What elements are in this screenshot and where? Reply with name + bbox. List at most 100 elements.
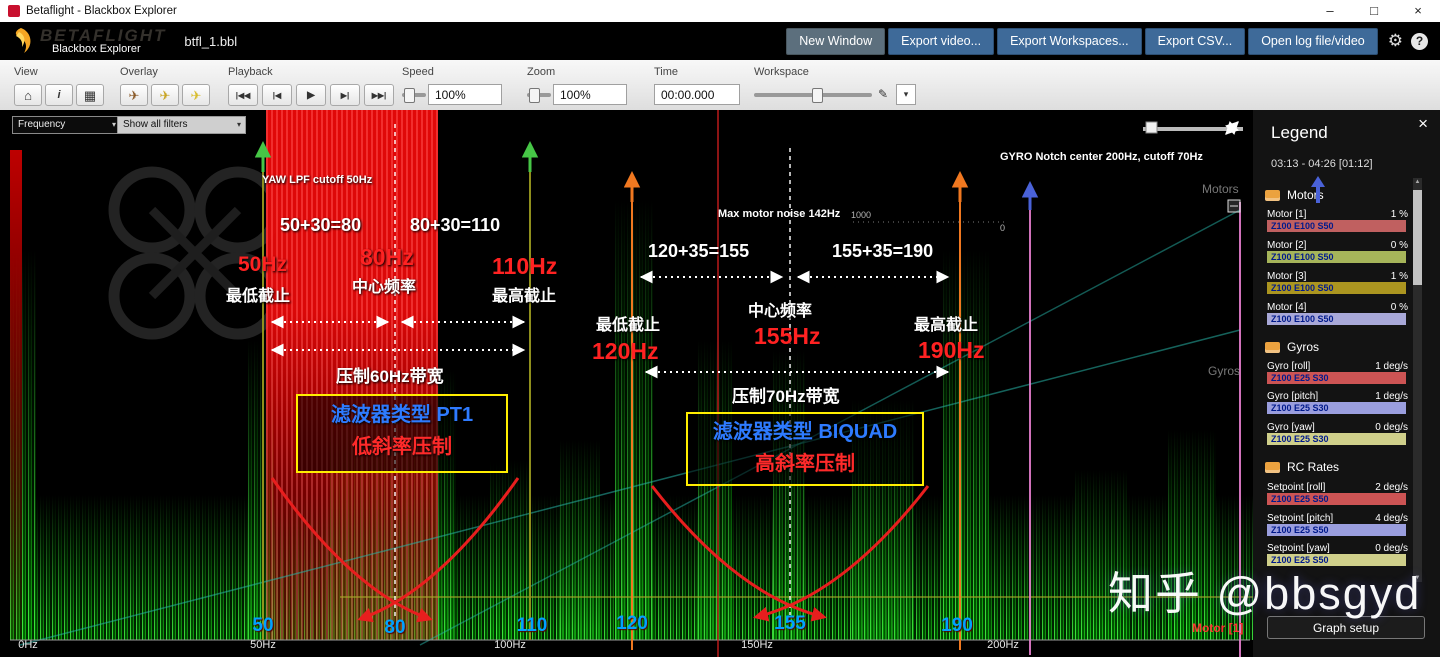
spectrum-spike: [1075, 470, 1127, 640]
legend-item-name[interactable]: Setpoint [roll]: [1267, 482, 1326, 493]
red-noise-edge: [10, 150, 22, 640]
legend-item-bar[interactable]: Z100 E25 S50: [1267, 554, 1406, 566]
chevron-down-icon: ▾: [111, 120, 116, 129]
legend-scrollbar[interactable]: ▲ ▼: [1413, 178, 1422, 582]
workspace-edit-icon[interactable]: ✎: [878, 87, 889, 101]
legend-item-name[interactable]: Gyro [pitch]: [1267, 391, 1319, 402]
annotation-190hz: 190Hz: [918, 337, 985, 363]
group-name: RC Rates: [1287, 460, 1340, 474]
legend-group-motors[interactable]: Motors: [1265, 188, 1324, 202]
time-input[interactable]: [654, 84, 740, 105]
zoom-input[interactable]: [553, 84, 627, 105]
app-header: BETAFLIGHT Blackbox Explorer btfl_1.bbl …: [0, 22, 1440, 60]
export-workspaces-button[interactable]: Export Workspaces...: [997, 27, 1142, 55]
legend-item-bar[interactable]: Z100 E25 S30: [1267, 402, 1406, 414]
export-csv-button[interactable]: Export CSV...: [1144, 27, 1246, 55]
craft-overlay-button-3[interactable]: ✈: [182, 84, 210, 106]
toolbar: View Overlay Playback Speed Zoom Time Wo…: [0, 60, 1440, 111]
spectrum-spike: [698, 340, 732, 640]
legend-item-value: 0 %: [1390, 302, 1408, 313]
craft-overlay-button-2[interactable]: ✈: [151, 84, 179, 106]
minimize-button[interactable]: –: [1326, 3, 1334, 18]
scroll-down-icon[interactable]: ▼: [1414, 575, 1421, 581]
zoom-section-label: Zoom: [527, 66, 556, 78]
series-label-motors: Motors: [1202, 182, 1239, 196]
legend-panel: Legend × 03:13 - 04:26 [01:12] Motors Mo…: [1253, 110, 1440, 657]
annotation-sum-120-35: 120+35=155: [648, 241, 750, 261]
info-icon: i: [57, 89, 61, 101]
step-forward-button[interactable]: ▶|: [330, 84, 360, 106]
trace-label-motor1: Motor [1]: [1192, 621, 1244, 635]
table-view-button[interactable]: ▦: [76, 84, 104, 106]
graph-setup-button[interactable]: Graph setup: [1267, 616, 1425, 639]
group-name: Gyros: [1287, 340, 1320, 354]
legend-item-name[interactable]: Motor [4]: [1267, 302, 1307, 313]
spectrum-spike: [1168, 430, 1216, 640]
graph-zoom-track[interactable]: [1143, 127, 1243, 131]
annotation-155hz-caption: 中心频率: [748, 303, 813, 320]
legend-item-value: 1 deg/s: [1375, 361, 1408, 372]
legend-scrollbar-thumb[interactable]: [1413, 190, 1422, 285]
freq-marker-80: 80: [384, 617, 406, 638]
help-icon[interactable]: ?: [1411, 32, 1428, 50]
maximize-button[interactable]: □: [1370, 3, 1378, 18]
blue-annotation-arrow: [1311, 176, 1325, 203]
skip-to-end-button[interactable]: ▶▶|: [364, 84, 394, 106]
window-title: Betaflight - Blackbox Explorer: [26, 5, 177, 17]
time-section-label: Time: [654, 66, 679, 78]
legend-item-name[interactable]: Motor [3]: [1267, 271, 1307, 282]
legend-item-name[interactable]: Motor [1]: [1267, 209, 1307, 220]
axis-tick-50hz: 50Hz: [250, 639, 276, 651]
play-button[interactable]: ▶: [296, 84, 326, 106]
home-view-button[interactable]: ⌂: [14, 84, 42, 106]
craft-icon: ✈: [159, 88, 171, 103]
legend-group-gyros[interactable]: Gyros: [1265, 340, 1319, 354]
legend-item-bar[interactable]: Z100 E25 S50: [1267, 524, 1406, 536]
speed-input[interactable]: [428, 84, 502, 105]
new-window-button[interactable]: New Window: [786, 27, 886, 55]
window-controls: – □ ×: [1308, 0, 1440, 22]
craft-overlay-button-1[interactable]: ✈: [120, 84, 148, 106]
spectrum-field-select[interactable]: Frequency ▾: [12, 116, 121, 134]
legend-item-name[interactable]: Setpoint [pitch]: [1267, 513, 1334, 524]
annotation-80hz: 80Hz: [360, 244, 414, 270]
skip-to-start-button[interactable]: |◀◀: [228, 84, 258, 106]
legend-item-bar[interactable]: Z100 E25 S30: [1267, 372, 1406, 384]
y-axis-label-1000: 1000: [851, 210, 872, 220]
annotation-max-motor-noise: Max motor noise 142Hz: [718, 208, 841, 220]
legend-item-bar[interactable]: Z100 E100 S50: [1267, 220, 1406, 232]
legend-close-icon[interactable]: ×: [1418, 114, 1428, 133]
legend-item-bar[interactable]: Z100 E25 S30: [1267, 433, 1406, 445]
spectrum-spike: [560, 440, 600, 640]
legend-item-name[interactable]: Motor [2]: [1267, 240, 1307, 251]
workspace-caret-button[interactable]: ▾: [896, 84, 916, 105]
settings-gear-icon[interactable]: ⚙: [1387, 31, 1403, 50]
speed-slider-handle[interactable]: [404, 88, 415, 103]
open-log-button[interactable]: Open log file/video: [1248, 27, 1378, 55]
legend-title: Legend: [1271, 123, 1328, 142]
legend-item-bar[interactable]: Z100 E100 S50: [1267, 251, 1406, 263]
zoom-slider-handle[interactable]: [529, 88, 540, 103]
group-icon: [1265, 341, 1280, 353]
legend-item-name[interactable]: Gyro [roll]: [1267, 361, 1311, 372]
legend-item-bar[interactable]: Z100 E100 S50: [1267, 313, 1406, 325]
graph-zoom-handle[interactable]: [1145, 121, 1158, 134]
pt1-filter-desc: 低斜率压制: [352, 436, 452, 458]
export-video-button[interactable]: Export video...: [888, 27, 995, 55]
workspace-slider-handle[interactable]: [812, 88, 823, 103]
step-back-button[interactable]: |◀: [262, 84, 292, 106]
legend-item-bar[interactable]: Z100 E25 S50: [1267, 493, 1406, 505]
close-button[interactable]: ×: [1414, 3, 1422, 18]
brand-subtitle: Blackbox Explorer: [52, 42, 141, 55]
legend-item-bar[interactable]: Z100 E100 S50: [1267, 282, 1406, 294]
legend-group-rc-rates[interactable]: RC Rates: [1265, 460, 1339, 474]
legend-item-name[interactable]: Setpoint [yaw]: [1267, 543, 1330, 554]
graph-expand-icon[interactable]: [1225, 121, 1239, 135]
legend-item-name[interactable]: Gyro [yaw]: [1267, 422, 1315, 433]
log-filename: btfl_1.bbl: [184, 33, 238, 49]
scroll-up-icon[interactable]: ▲: [1414, 179, 1421, 185]
spectrum-analyzer[interactable]: Frequency ▾ Show all filters ▾ YAW LPF c…: [0, 110, 1253, 657]
log-info-button[interactable]: i: [45, 84, 73, 106]
filter-display-select[interactable]: Show all filters ▾: [117, 116, 246, 134]
